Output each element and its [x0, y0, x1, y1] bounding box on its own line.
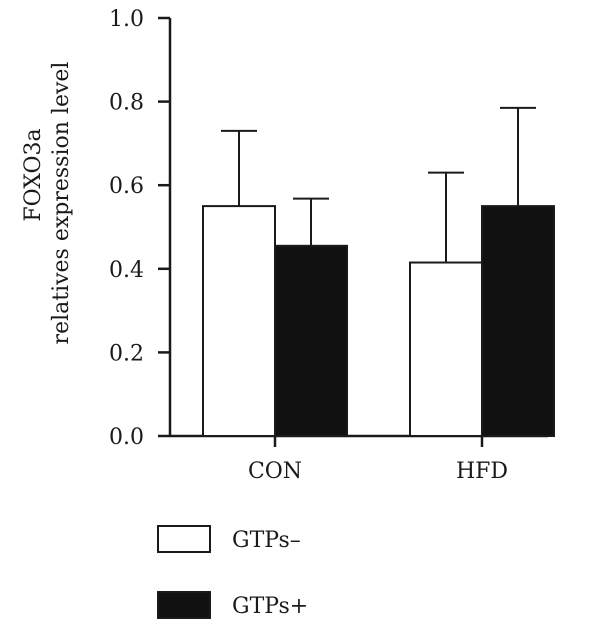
legend-swatch-1 — [157, 591, 211, 619]
bar-hfd-series-0 — [409, 261, 483, 437]
legend-label-0: GTPs– — [232, 528, 301, 553]
y-axis-title-line-2: relatives expression level — [49, 62, 74, 345]
y-tick-label: 0.4 — [109, 258, 144, 283]
y-tick-label: 0.2 — [109, 341, 144, 366]
y-tick-label: 0.8 — [109, 91, 144, 116]
legend: GTPs– GTPs+ — [157, 525, 308, 619]
y-axis-title: FOXO3a relatives expression level — [21, 62, 74, 345]
x-tick-label-hfd: HFD — [456, 459, 508, 484]
bar-con-series-1 — [274, 244, 348, 437]
x-tick-label-con: CON — [248, 459, 302, 484]
plot-area: 0.0 0.2 0.4 0.6 0.8 1.0 CON HFD — [109, 7, 555, 484]
legend-label-1: GTPs+ — [232, 594, 308, 619]
y-tick-label: 0.6 — [109, 174, 144, 199]
legend-swatch-0 — [157, 525, 211, 553]
y-axis-title-line-1: FOXO3a — [21, 128, 46, 221]
y-tick-label: 0.0 — [109, 425, 144, 450]
bar-con-series-0 — [202, 205, 276, 437]
bar-hfd-series-1 — [481, 205, 555, 437]
y-tick-label: 1.0 — [109, 7, 144, 32]
